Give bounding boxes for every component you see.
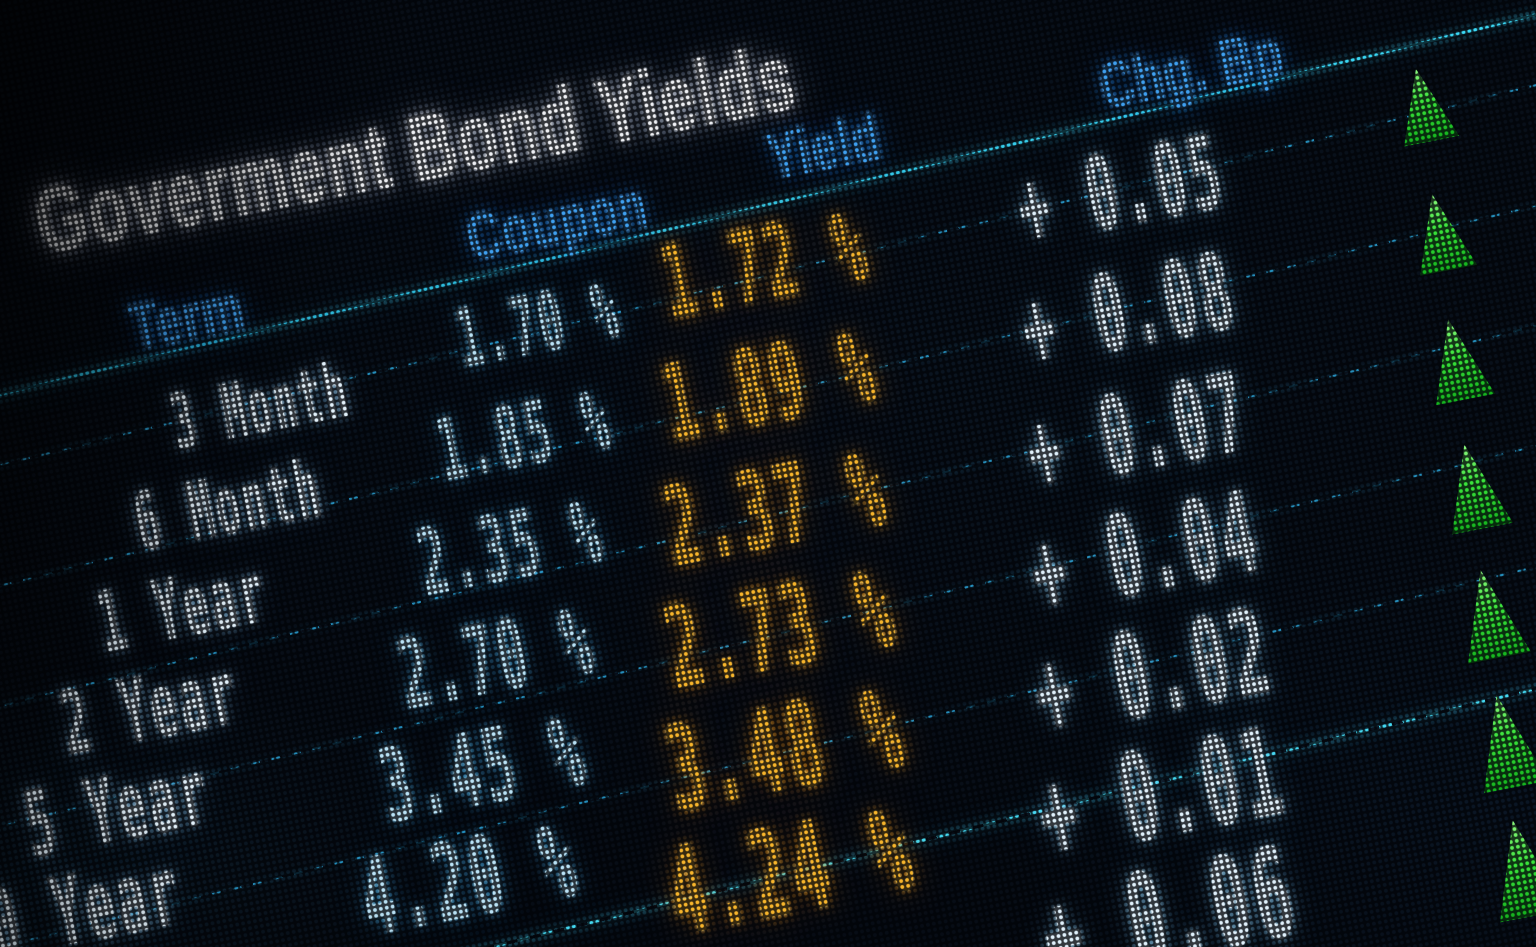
column-header-coupon: Coupon [460,169,654,276]
column-header-term: Term [123,272,251,366]
up-arrow-icon [1405,188,1477,276]
bond-row: 2 Year 2.70 % 2.73 % + 0.04 [0,0,1536,775]
column-header-change: Chg. Bp [1093,16,1290,124]
bond-row: 5 Year 3.45 % 3.48 % + 0.02 [0,0,1536,879]
bond-row: 6 Month 1.85 % 1.89 % + 0.08 [0,0,1536,569]
term-cell: 0 Year [0,835,192,947]
term-cell: 1 Year [90,545,276,673]
up-arrow-icon [1421,313,1496,405]
bond-row: 3 Month 1.70 % 1.72 % + 0.05 [0,0,1536,467]
bond-row: 1 Year 2.35 % 2.37 % + 0.07 [0,0,1536,672]
up-arrow-icon [1481,813,1536,922]
term-cell: 3 Month [163,345,358,467]
coupon-cell: 4.20 % [351,798,589,947]
coupon-cell: 1.70 % [448,261,629,386]
term-cell: 6 Month [127,442,331,570]
